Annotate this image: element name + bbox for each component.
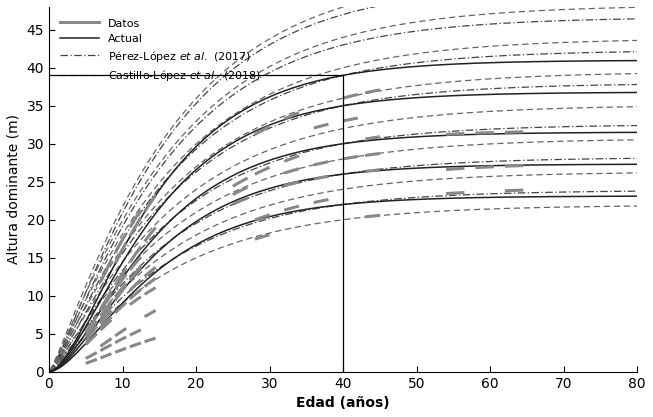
Legend: Datos, Actual, Pérez-López $et\ al.$ (2017), Castillo-López $et\ al.$ (2018): Datos, Actual, Pérez-López $et\ al.$ (20… bbox=[55, 13, 266, 88]
Y-axis label: Altura dominante (m): Altura dominante (m) bbox=[7, 114, 21, 264]
X-axis label: Edad (años): Edad (años) bbox=[296, 396, 390, 410]
